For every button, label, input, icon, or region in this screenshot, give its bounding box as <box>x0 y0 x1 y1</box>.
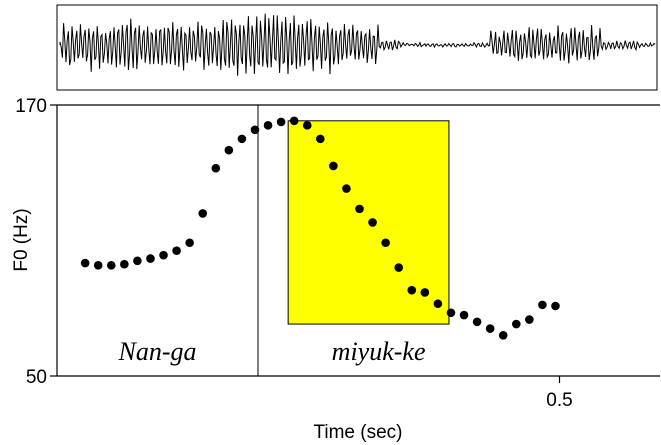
f0-point <box>289 116 299 126</box>
y-tick-label-bottom: 50 <box>26 367 47 388</box>
plot-panel: 170 50 0.5 F0 (Hz) Time (sec) Nan-ga miy… <box>11 96 660 443</box>
f0-point <box>159 250 168 260</box>
f0-point <box>355 204 364 214</box>
f0-point <box>106 261 116 270</box>
f0-point <box>302 121 312 130</box>
f0-point <box>342 184 351 193</box>
f0-point <box>407 285 417 295</box>
waveform-panel <box>56 4 658 91</box>
f0-point <box>420 288 430 297</box>
f0-point <box>394 263 404 272</box>
x-axis-title: Time (sec) <box>313 422 402 443</box>
f0-point <box>172 246 181 255</box>
f0-point <box>538 300 547 310</box>
f0-point <box>433 299 443 309</box>
f0-point <box>93 261 103 270</box>
f0-point <box>276 117 286 127</box>
f0-point <box>551 301 560 311</box>
f0-point <box>525 315 534 324</box>
f0-points <box>80 116 560 340</box>
f0-point <box>237 134 247 144</box>
x-tick-label: 0.5 <box>546 390 572 411</box>
y-tick-label-top: 170 <box>15 96 47 117</box>
f0-point <box>185 238 194 248</box>
f0-point <box>198 209 208 218</box>
f0-point <box>211 163 221 173</box>
f0-point <box>381 238 390 248</box>
f0-point <box>120 259 129 269</box>
f0-point <box>498 331 508 340</box>
f0-point <box>472 317 482 327</box>
waveform-trace <box>59 13 656 76</box>
f0-point <box>368 218 377 227</box>
f0-point <box>485 324 495 333</box>
f0-point <box>329 161 338 171</box>
f0-point <box>133 256 142 266</box>
y-axis-title: F0 (Hz) <box>11 208 32 271</box>
f0-point <box>316 134 325 144</box>
f0-point <box>250 125 260 135</box>
f0-point <box>446 308 456 318</box>
segment-label-nan-ga: Nan-ga <box>118 337 197 366</box>
f0-point <box>459 310 469 320</box>
f0-point <box>224 145 234 155</box>
f0-point <box>80 258 90 268</box>
segment-label-miyuk-ke: miyuk-ke <box>332 337 426 366</box>
f0-point <box>511 319 521 329</box>
f0-point <box>263 121 273 130</box>
f0-point <box>146 254 155 263</box>
